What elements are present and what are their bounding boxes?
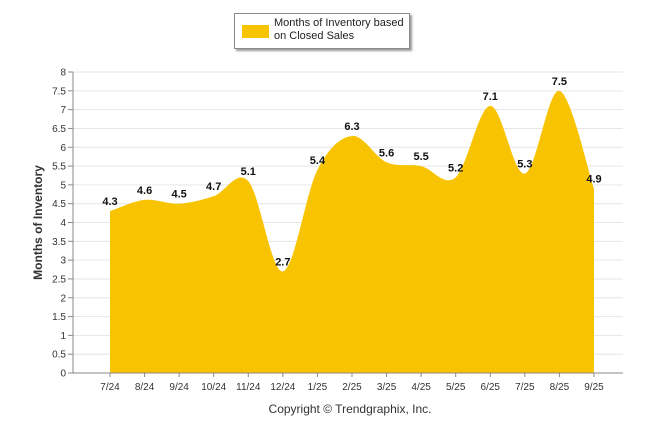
legend-label: Months of Inventory based on Closed Sale… [274,17,404,42]
y-tick-label: 6 [60,143,66,154]
x-tick-label: 12/24 [270,382,295,393]
data-label: 5.4 [310,155,326,167]
y-axis-title: Months of Inventory [31,165,45,280]
data-label: 5.6 [379,147,394,159]
data-label: 5.3 [517,159,532,171]
data-label: 6.3 [344,121,359,133]
legend-swatch-icon [242,25,269,38]
x-tick-label: 1/25 [308,382,328,393]
data-label: 5.1 [241,166,256,178]
y-tick-label: 4 [60,218,66,229]
x-tick-label: 7/25 [515,382,535,393]
data-label: 4.7 [206,181,221,193]
y-tick-label: 1 [60,331,66,342]
x-tick-label: 8/25 [550,382,570,393]
y-tick-label: 1.5 [52,312,66,323]
x-tick-label: 9/25 [584,382,604,393]
x-tick-label: 3/25 [377,382,397,393]
y-tick-label: 6.5 [52,124,66,135]
x-tick-label: 7/24 [100,382,120,393]
x-tick-label: 2/25 [342,382,362,393]
y-tick-label: 4.5 [52,199,66,210]
y-tick-label: 2.5 [52,274,66,285]
y-tick-label: 7 [60,105,66,116]
y-tick-label: 3 [60,256,66,267]
y-tick-label: 0.5 [52,350,66,361]
data-label: 4.3 [102,196,117,208]
data-label: 7.5 [552,76,567,88]
y-tick-label: 5 [60,180,66,191]
x-axis-ticks: 7/24 8/24 9/24 10/24 11/24 12/24 1/25 2/25 3/25 4… [100,373,604,393]
y-tick-label: 7.5 [52,86,66,97]
x-tick-label: 11/24 [236,382,261,393]
x-tick-label: 10/24 [201,382,226,393]
data-label: 4.6 [137,185,152,197]
x-tick-label: 6/25 [481,382,501,393]
y-tick-label: 5.5 [52,162,66,173]
data-label: 7.1 [483,91,498,103]
y-tick-label: 8 [60,68,66,79]
area-series-months-of-inventory [110,90,594,373]
x-tick-label: 4/25 [411,382,431,393]
y-tick-label: 2 [60,293,66,304]
y-axis-ticks: 0 0.5 1 1.5 2 2.5 3 3.5 4 4.5 5 5.5 6 6.5 7 7.5 8 [52,68,73,380]
x-tick-label: 9/24 [169,382,189,393]
x-tick-label: 8/24 [135,382,155,393]
data-label: 5.2 [448,162,463,174]
data-label: 2.7 [275,256,290,268]
data-labels: 4.3 4.6 4.5 4.7 5.1 2.7 5.4 6.3 5.6 5.5 5.2 7.1 5.3 7… [102,76,601,269]
y-tick-label: 3.5 [52,237,66,248]
y-tick-label: 0 [60,369,66,380]
copyright-footer: Copyright © Trendgraphix, Inc. [268,402,432,416]
x-tick-label: 5/25 [446,382,466,393]
data-label: 5.5 [413,151,428,163]
data-label: 4.5 [171,189,186,201]
data-label: 4.9 [586,174,601,186]
legend: Months of Inventory based on Closed Sale… [234,13,410,49]
